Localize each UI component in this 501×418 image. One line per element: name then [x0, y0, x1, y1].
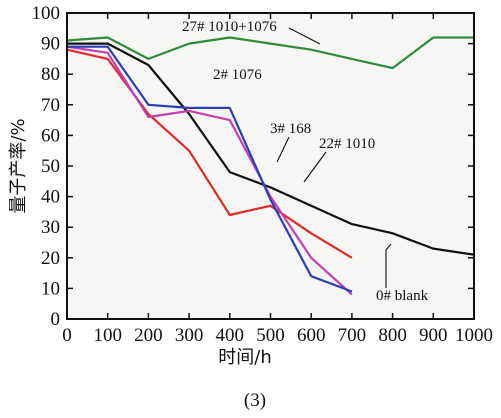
y-tick-label: 0	[51, 309, 61, 330]
series-label: 0# blank	[376, 288, 429, 304]
series-label: 2# 1076	[213, 67, 262, 83]
y-tick-label: 50	[41, 156, 60, 177]
figure-caption: (3)	[244, 390, 266, 411]
annotations: 27# 1010+1076 2# 1076 3# 168 22# 1010 0# bla…	[182, 19, 429, 304]
series-label: 22# 1010	[319, 136, 375, 152]
annotation-leader-line	[385, 243, 392, 288]
x-tick-label: 900	[419, 325, 448, 346]
annotation-leader-line	[303, 151, 327, 183]
x-tick-label: 200	[134, 325, 163, 346]
series-line-0	[66, 36, 474, 70]
y-tick-label: 20	[41, 248, 60, 269]
y-tick-label: 100	[32, 3, 61, 24]
series-line-2	[66, 45, 353, 296]
y-axis-ticks: 0 10 20 30 40 50 60 70 80 90 100	[32, 3, 474, 330]
y-axis-title: 量子产率/%	[8, 118, 29, 213]
series-label: 27# 1010+1076	[182, 19, 277, 35]
y-tick-label: 10	[41, 278, 60, 299]
series-layer	[66, 36, 475, 296]
x-tick-label: 1000	[455, 325, 493, 346]
x-axis-ticks: 0 100 200 300 400 500 600 700 800 900 1000	[62, 13, 493, 346]
y-tick-label: 60	[41, 125, 60, 146]
x-tick-label: 400	[216, 325, 245, 346]
annotation-leader-line	[288, 27, 321, 45]
x-tick-label: 300	[175, 325, 204, 346]
series-line-1	[67, 45, 353, 293]
x-tick-label: 500	[256, 325, 285, 346]
x-tick-label: 0	[62, 325, 72, 346]
y-tick-label: 70	[41, 95, 60, 116]
x-tick-label: 800	[378, 325, 407, 346]
x-axis-title: 时间/h	[218, 347, 271, 368]
series-label: 3# 168	[270, 121, 311, 137]
plot-background	[67, 13, 474, 319]
y-tick-label: 30	[41, 217, 60, 238]
x-tick-label: 700	[338, 325, 367, 346]
x-tick-label: 600	[297, 325, 326, 346]
x-tick-label: 100	[93, 325, 122, 346]
y-tick-label: 90	[41, 34, 60, 55]
annotation-leader-line	[276, 136, 290, 163]
series-line-4	[67, 42, 475, 256]
y-tick-label: 40	[41, 187, 60, 208]
y-tick-label: 80	[41, 64, 60, 85]
series-line-3	[66, 48, 353, 259]
